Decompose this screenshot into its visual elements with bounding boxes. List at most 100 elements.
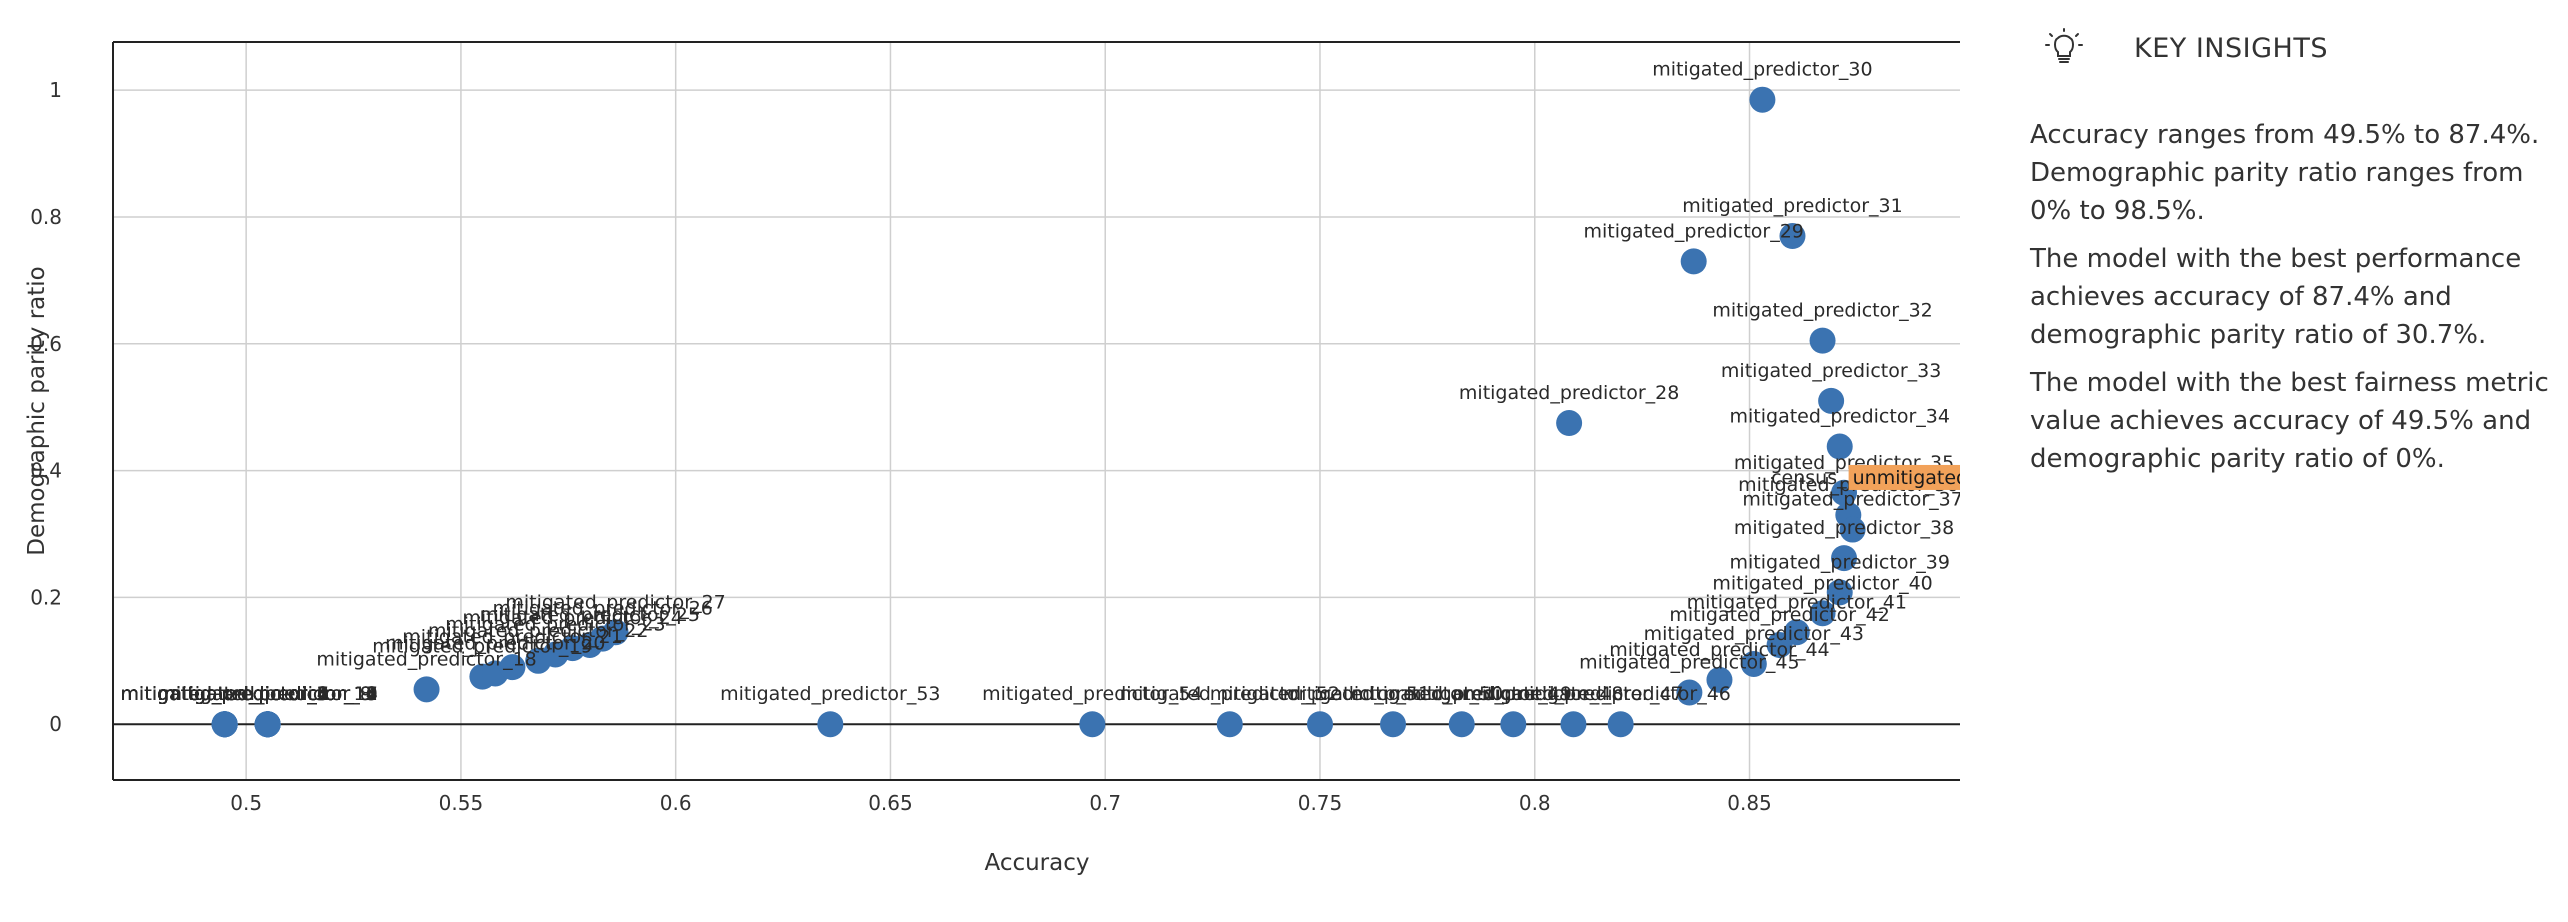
data-point[interactable]: [211, 711, 238, 738]
point-labels: mitigated_predictor_0mitigated_predictor…: [121, 59, 1969, 705]
insight-best-performance: The model with the best performance achi…: [2030, 244, 2522, 350]
data-point[interactable]: [254, 711, 281, 738]
point-label: mitigated_predictor_31: [1682, 195, 1902, 217]
data-point[interactable]: [1779, 223, 1806, 250]
point-label: mitigated_predictor_26: [492, 598, 712, 620]
point-label: mitigated_predictor_50: [1283, 683, 1503, 705]
y-tick-label: 0.4: [30, 459, 62, 483]
data-point[interactable]: [1831, 545, 1858, 572]
y-tick-label: 1: [49, 78, 62, 102]
data-point[interactable]: [1826, 433, 1853, 460]
data-point[interactable]: [1607, 711, 1634, 738]
point-label: mitigated_predictor_38: [1734, 517, 1954, 539]
data-point[interactable]: [1706, 666, 1733, 693]
data-point[interactable]: [1500, 711, 1527, 738]
data-point[interactable]: [1809, 327, 1836, 354]
point-label: mitigated_predictor_52: [1120, 683, 1340, 705]
point-label: mitigated_predictor_54: [982, 683, 1202, 705]
data-point[interactable]: [602, 619, 629, 646]
key-insights-title: KEY INSIGHTS: [2134, 32, 2328, 64]
y-axis-label: Demographic parity ratio: [24, 266, 50, 556]
point-label: mitigated_predictor_53: [720, 683, 940, 705]
x-tick-label: 0.85: [1727, 791, 1772, 815]
data-point[interactable]: [1749, 86, 1776, 113]
point-label: mitigated_predictor_44: [1609, 639, 1829, 661]
point-label: mitigated_predictor_23: [445, 613, 665, 635]
point-label: mitigated_predictor_9: [163, 683, 371, 705]
y-tick-label: 0.8: [30, 205, 62, 229]
data-point[interactable]: [1839, 516, 1866, 543]
highlight-label-box: [1848, 464, 1960, 490]
data-point[interactable]: [1809, 600, 1836, 627]
x-tick-label: 0.55: [439, 791, 484, 815]
point-label: mitigated_predictor_29: [1583, 220, 1803, 242]
highlight-label-prefix: census_: [1771, 467, 1847, 489]
data-point[interactable]: [1740, 650, 1767, 677]
data-point[interactable]: [1448, 711, 1475, 738]
y-tick-label: 0: [49, 712, 62, 736]
point-label: mitigated_predictor_3: [121, 683, 329, 705]
y-tick-label: 0.6: [30, 332, 62, 356]
point-label: mitigated_predictor_48: [1403, 683, 1623, 705]
point-label: mitigated_predictor_14: [157, 683, 377, 705]
x-tick-label: 0.5: [230, 791, 262, 815]
data-point[interactable]: [1380, 711, 1407, 738]
point-label: mitigated_predictor_0: [121, 683, 329, 705]
x-axis-label: Accuracy: [984, 850, 1089, 876]
point-label: mitigated_predictor_11: [157, 683, 377, 705]
point-label: mitigated_predictor_30: [1652, 59, 1872, 81]
data-point[interactable]: [1818, 387, 1845, 414]
point-label: mitigated_predictor_40: [1712, 572, 1932, 594]
point-label: mitigated_predictor_24: [462, 607, 682, 629]
data-point[interactable]: [1306, 711, 1333, 738]
point-label: mitigated_predictor_46: [1510, 683, 1730, 705]
point-label: mitigated_predictor_7: [121, 683, 329, 705]
x-tick-label: 0.65: [868, 791, 913, 815]
plot-frame: [112, 41, 1960, 781]
point-label: mitigated_predictor_18: [316, 648, 536, 670]
point-label: mitigated_predictor_5: [121, 683, 329, 705]
data-point[interactable]: [1560, 711, 1587, 738]
point-label: mitigated_predictor_33: [1721, 360, 1941, 382]
point-label: mitigated_predictor_49: [1352, 683, 1572, 705]
point-label: mitigated_predictor_34: [1730, 406, 1950, 428]
data-point[interactable]: [1676, 679, 1703, 706]
data-point[interactable]: [1766, 631, 1793, 658]
point-label: mitigated_predictor_17: [157, 683, 377, 705]
data-point[interactable]: [817, 711, 844, 738]
point-label: mitigated_predictor_47: [1463, 683, 1683, 705]
data-point[interactable]: [1556, 410, 1583, 437]
point-label: mitigated_predictor_32: [1712, 300, 1932, 322]
point-label: mitigated_predictor_19: [372, 636, 592, 658]
point-label: mitigated_predictor_21: [402, 626, 622, 648]
x-tick-label: 0.75: [1298, 791, 1343, 815]
point-label: mitigated_predictor_27: [505, 591, 725, 613]
x-tick-label: 0.7: [1089, 791, 1121, 815]
x-tick-label: 0.6: [660, 791, 692, 815]
point-label: mitigated_predictor_15: [157, 683, 377, 705]
highlight-label-name: unmitigated: [1853, 467, 1969, 489]
data-point[interactable]: [1680, 248, 1707, 275]
point-label: mitigated_predictor_45: [1579, 652, 1799, 674]
data-point[interactable]: [1079, 711, 1106, 738]
data-points: [211, 86, 1866, 738]
highlight-label: census_ unmitigated: [1771, 464, 1969, 490]
data-point[interactable]: [1216, 711, 1243, 738]
insight-range: Accuracy ranges from 49.5% to 87.4%. Dem…: [2030, 120, 2540, 226]
point-label: mitigated_predictor_41: [1687, 591, 1907, 613]
point-label: mitigated_predictor_16: [157, 683, 377, 705]
key-insights-panel: KEY INSIGHTS Accuracy ranges from 49.5% …: [2030, 20, 2560, 488]
point-label: mitigated_predictor_13: [157, 683, 377, 705]
data-point[interactable]: [1826, 579, 1853, 606]
point-label: mitigated_predictor_8: [163, 683, 371, 705]
key-insights-header: KEY INSIGHTS: [2030, 20, 2560, 76]
key-insights-list: Accuracy ranges from 49.5% to 87.4%. Dem…: [2030, 116, 2560, 478]
data-point[interactable]: [499, 654, 526, 681]
point-label: mitigated_predictor_2: [121, 683, 329, 705]
point-label: mitigated_predictor_43: [1644, 623, 1864, 645]
data-point[interactable]: [413, 676, 440, 703]
x-tick-label: 0.8: [1519, 791, 1551, 815]
point-label: mitigated_predictor_20: [385, 632, 605, 654]
y-tick-label: 0.2: [30, 585, 62, 609]
point-label: mitigated_predictor_12: [157, 683, 377, 705]
